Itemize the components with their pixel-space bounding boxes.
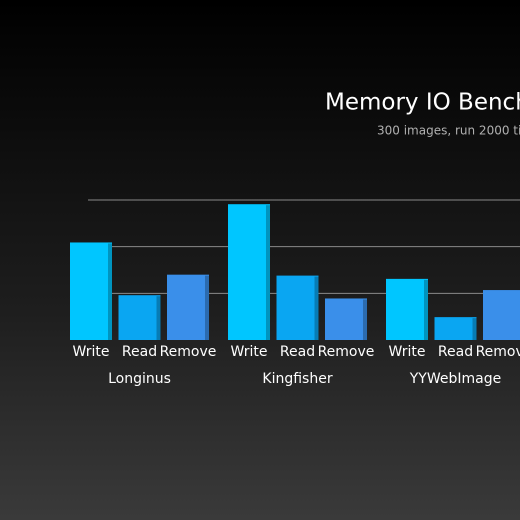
bar: [118, 295, 161, 340]
bar-side: [424, 279, 428, 340]
group-label: YYWebImage: [409, 371, 501, 387]
group-label: Kingfisher: [262, 371, 332, 387]
bar-label: Read: [122, 344, 157, 360]
bar: [434, 317, 477, 340]
bar: [70, 242, 112, 340]
bar-label: Read: [438, 344, 473, 360]
bar-label: Write: [389, 344, 426, 360]
bar: [276, 275, 319, 340]
bar-label: Write: [231, 344, 268, 360]
bar-side: [472, 318, 477, 340]
chart-subtitle: 300 images, run 2000 tim: [377, 124, 520, 138]
bar: [483, 290, 520, 340]
bar-label: Write: [73, 344, 110, 360]
bar-label: Remove: [476, 344, 520, 360]
bar: [325, 298, 367, 340]
bar-side: [156, 296, 161, 340]
bar: [386, 278, 428, 340]
bar-side: [363, 299, 367, 340]
chart-title: Memory IO Bench: [325, 90, 520, 116]
group-label: Longinus: [108, 371, 171, 387]
bar-side: [266, 205, 270, 340]
bar-label: Remove: [318, 344, 375, 360]
bar-side: [314, 276, 319, 340]
bar: [167, 274, 209, 340]
bar-side: [108, 243, 112, 340]
bar: [228, 204, 270, 340]
bar-side: [205, 275, 209, 340]
bar-label: Remove: [160, 344, 217, 360]
bar-label: Read: [280, 344, 315, 360]
